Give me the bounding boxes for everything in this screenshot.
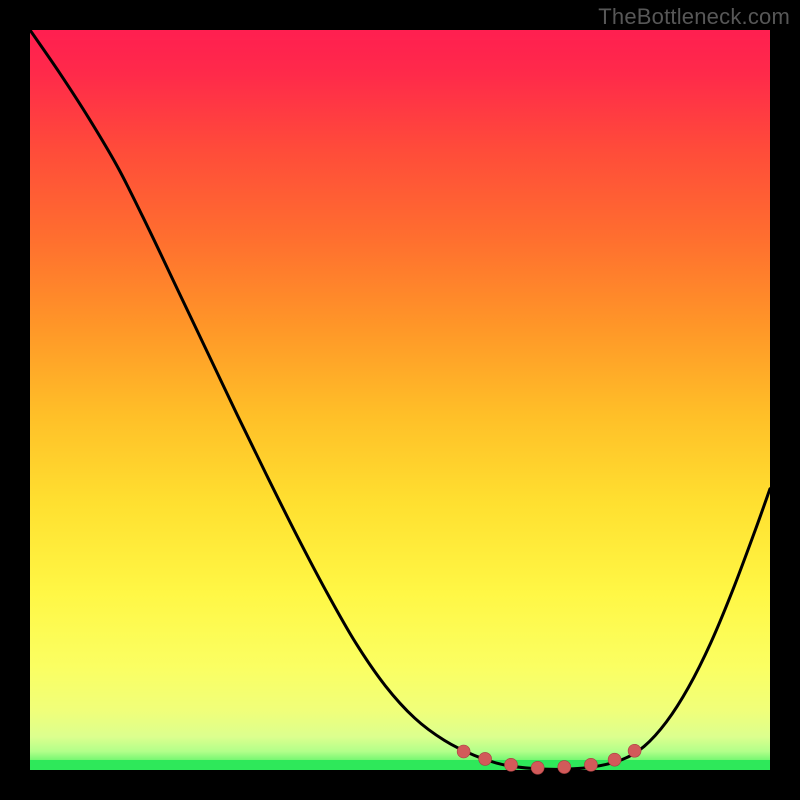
curve-dot bbox=[558, 761, 571, 774]
curve-dot bbox=[479, 752, 492, 765]
curve-layer bbox=[30, 30, 770, 770]
curve-dot bbox=[531, 761, 544, 774]
watermark-text: TheBottleneck.com bbox=[598, 4, 790, 30]
curve-dot bbox=[584, 758, 597, 771]
bottleneck-curve bbox=[30, 30, 770, 769]
chart-container: { "watermark": "TheBottleneck.com", "lay… bbox=[0, 0, 800, 800]
curve-dot bbox=[457, 745, 470, 758]
curve-dot bbox=[608, 753, 621, 766]
curve-dot bbox=[505, 758, 518, 771]
plot-area bbox=[30, 30, 770, 770]
curve-dot bbox=[628, 744, 641, 757]
